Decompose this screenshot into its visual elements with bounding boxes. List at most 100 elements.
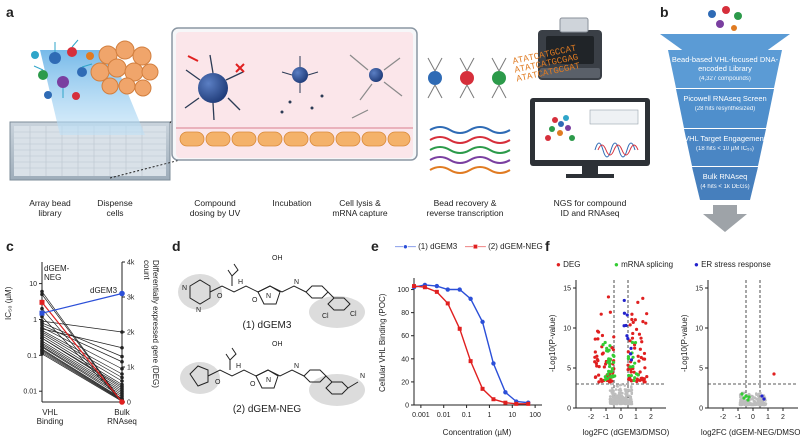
tick-label: 2 — [649, 414, 653, 421]
ic50-point — [40, 306, 44, 311]
data-point — [468, 296, 473, 301]
tick-label: 10 — [508, 412, 516, 419]
volcano-point-splicing — [631, 355, 635, 359]
panel-letter-b: b — [660, 4, 669, 20]
data-point — [468, 359, 473, 364]
data-point — [503, 400, 508, 405]
tick-label: 0 — [751, 414, 755, 421]
volcano-point — [759, 403, 762, 407]
atom-label: H — [238, 279, 243, 286]
microwell-zoom-box — [171, 27, 418, 161]
volcano-point — [757, 397, 761, 401]
volcano-point-deg — [631, 331, 635, 336]
compound-line — [41, 346, 123, 398]
tick-label: -2 — [720, 414, 726, 421]
panel-a-illustration — [9, 17, 650, 181]
volcano-point-splicing — [605, 349, 609, 353]
legend-label: mRNA splicing — [621, 260, 674, 269]
bead-recovery-icon — [427, 57, 507, 99]
atom-label: N — [266, 293, 271, 300]
panel-letter-a: a — [6, 4, 14, 20]
volcano-point-deg — [606, 295, 611, 299]
ic50-point — [40, 325, 44, 330]
data-point — [480, 319, 485, 325]
volcano-point — [762, 403, 766, 407]
compound-1-label: (1) dGEM3 — [242, 320, 292, 331]
volcano-point-splicing — [631, 364, 635, 369]
atom-label: Cl — [350, 311, 357, 318]
data-point — [514, 401, 519, 406]
volcano-point — [609, 395, 612, 398]
volcano-point — [759, 391, 762, 395]
panel-letter-c: c — [6, 238, 14, 254]
volcano-point-deg — [593, 350, 597, 354]
data-point — [491, 397, 496, 402]
tick-label: 10 — [29, 281, 37, 288]
volcano-point-deg — [644, 321, 648, 325]
tick-label: 40 — [401, 356, 409, 363]
volcano-point-er-stress — [622, 324, 626, 328]
volcano-point-er-stress — [625, 334, 629, 338]
volcano-point — [747, 403, 751, 407]
volcano-point-deg — [628, 339, 632, 343]
volcano-point-splicing — [608, 344, 612, 348]
tick-label: 0.001 — [412, 412, 430, 419]
volcano-point-splicing — [606, 372, 610, 376]
volcano-point-splicing — [603, 378, 607, 382]
volcano-point-deg — [630, 312, 634, 316]
tick-label: 2k — [127, 330, 135, 337]
volcano-point-deg — [594, 375, 598, 379]
volcano-point-splicing — [632, 378, 636, 383]
volcano-point-splicing — [744, 394, 748, 398]
volcano-point-deg — [629, 370, 633, 374]
funnel-tier-label: VHL Target Engagement (18 hits < 10 µM IC… — [684, 134, 766, 154]
volcano-point — [610, 398, 614, 402]
deg-point — [120, 375, 124, 380]
volcano-point — [615, 395, 618, 398]
atom-label: O — [215, 379, 221, 386]
tick-label: 1 — [33, 317, 37, 324]
compound-line — [41, 320, 123, 333]
compound-line — [41, 348, 123, 399]
compound-line — [41, 337, 123, 389]
tick-label: -1 — [603, 414, 609, 421]
funnel-tier-label: Bead-based VHL-focused DNA-encoded Libra… — [660, 55, 790, 84]
tick-label: 10 — [695, 326, 703, 333]
volcano-point-deg — [637, 359, 641, 363]
volcano-point — [624, 392, 627, 396]
volcano-point-deg — [641, 296, 645, 300]
deg-point — [120, 330, 124, 334]
step-caption: Incubation — [272, 198, 312, 208]
dose-response-curve — [413, 284, 529, 404]
volcano-point — [742, 391, 746, 395]
cell-cluster-icon — [90, 40, 159, 97]
structure-1-skeleton — [189, 263, 351, 311]
volcano-point-splicing — [612, 354, 616, 358]
volcano-point-deg — [595, 357, 599, 362]
legend-mrna-splicing: ● mRNA splicing — [614, 260, 673, 269]
atom-label: H — [236, 363, 241, 370]
tick-label: 0.01 — [23, 389, 37, 396]
volcano-point-splicing — [633, 340, 638, 345]
volcano-point-deg — [642, 380, 646, 384]
volcano-point-deg — [638, 370, 642, 374]
volcano-point-deg — [626, 363, 630, 367]
volcano-point-deg — [599, 312, 603, 316]
volcano-point-deg — [593, 337, 597, 341]
volcano-point-deg — [772, 372, 776, 376]
funnel-tier-sub: (4,327 compounds) — [699, 76, 751, 82]
funnel-tier-sub: (28 hits resynthesized) — [694, 106, 756, 112]
data-point — [412, 284, 416, 289]
annotation-dgem3: dGEM3 — [90, 286, 118, 295]
volcano-point — [757, 394, 760, 398]
highlight-line — [41, 292, 123, 314]
panel-c-left-axis-label: IC₅₀ (µM) — [4, 286, 13, 320]
volcano-point-splicing — [629, 373, 633, 378]
data-point — [434, 289, 439, 294]
volcano-point-splicing — [633, 361, 637, 365]
panel-f-left-x-label: log2FC (dGEM3/DMSO) — [582, 428, 670, 437]
volcano-point — [750, 394, 753, 398]
data-point — [526, 401, 531, 406]
volcano-point — [629, 386, 633, 389]
volcano-point-er-stress — [626, 336, 630, 341]
